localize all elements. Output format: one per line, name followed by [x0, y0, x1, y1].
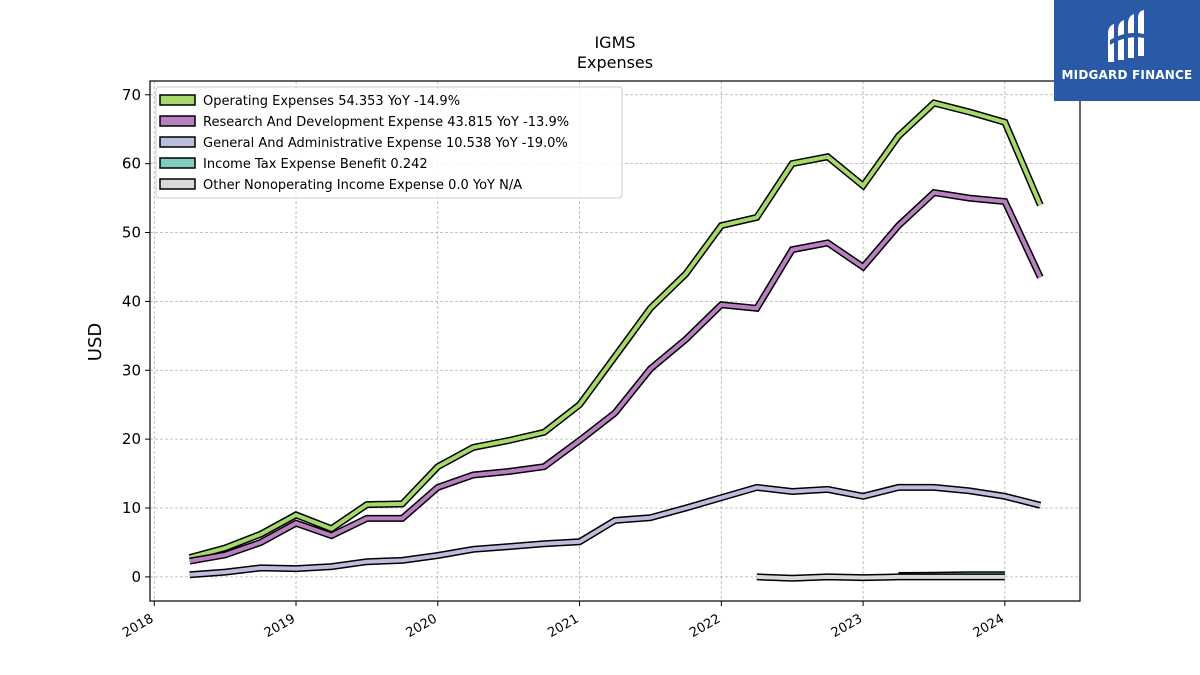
series-line-outline [189, 188, 1044, 565]
legend: Operating Expenses 54.353 YoY -14.9% Rese… [155, 86, 623, 199]
series-line-stroke [756, 574, 1005, 581]
legend-item: General And Administrative Expense 10.53… [159, 136, 568, 151]
x-tick-label: 2019 [262, 611, 298, 641]
x-tick-label: 2023 [829, 611, 865, 641]
legend-item: Income Tax Expense Benefit 0.242 [159, 157, 428, 172]
legend-item: Research And Development Expense 43.815 … [159, 115, 569, 130]
series-line [756, 573, 1005, 582]
series-layer [188, 99, 1044, 582]
legend-swatch [159, 136, 196, 148]
midgard-logo-icon [1108, 10, 1144, 62]
x-tick-label: 2021 [545, 611, 581, 641]
series-line-stroke [189, 100, 1043, 560]
chart-title: IGMS [594, 33, 635, 52]
legend-item: Other Nonoperating Income Expense 0.0 Yo… [159, 178, 522, 193]
brand-name: MIDGARD FINANCE [1061, 68, 1193, 82]
y-tick-label: 30 [122, 361, 141, 379]
legend-label: Operating Expenses 54.353 YoY -14.9% [203, 94, 460, 109]
legend-swatch [159, 178, 196, 190]
legend-label: General And Administrative Expense 10.53… [203, 136, 568, 151]
x-tick-label: 2018 [120, 611, 156, 641]
legend-item: Operating Expenses 54.353 YoY -14.9% [159, 94, 460, 109]
series-line [189, 483, 1042, 579]
series-line-stroke [189, 485, 1041, 577]
y-tick-label: 50 [122, 224, 141, 242]
legend-box [155, 86, 623, 199]
plot-frame [149, 80, 1081, 602]
y-tick-label: 0 [131, 568, 141, 586]
y-ticks: 0 10 20 30 40 50 60 70 [122, 86, 150, 586]
y-tick-label: 70 [122, 86, 141, 104]
x-tick-label: 2024 [971, 611, 1007, 641]
chart-subtitle: Expenses [577, 53, 653, 72]
series-line-stroke [189, 190, 1043, 564]
x-ticks: 2018 2019 2020 2021 2022 2023 2024 [120, 601, 1007, 641]
series-line [188, 99, 1044, 561]
legend-swatch [159, 94, 196, 106]
brand-logo: MIDGARD FINANCE [1054, 0, 1200, 101]
legend-swatch [159, 115, 196, 127]
legend-swatch [159, 157, 196, 169]
y-tick-label: 20 [122, 430, 141, 448]
legend-label: Income Tax Expense Benefit 0.242 [203, 157, 428, 172]
y-tick-label: 10 [122, 499, 141, 517]
series-line [189, 188, 1044, 565]
x-tick-label: 2022 [687, 611, 723, 641]
y-axis-label: USD [85, 323, 106, 361]
legend-label: Research And Development Expense 43.815 … [203, 115, 569, 130]
legend-label: Other Nonoperating Income Expense 0.0 Yo… [203, 178, 522, 193]
x-tick-label: 2020 [404, 611, 440, 641]
y-tick-label: 40 [122, 292, 141, 310]
y-tick-label: 60 [122, 155, 141, 173]
